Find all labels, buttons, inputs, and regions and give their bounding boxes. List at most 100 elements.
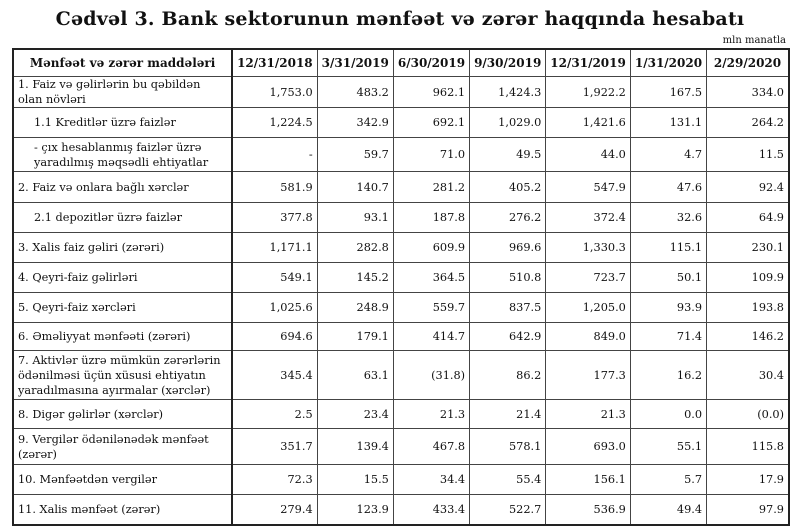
- cell-value: 5.7: [629, 464, 708, 495]
- cell-value: 230.1: [706, 232, 790, 263]
- cell-value: 177.3: [545, 350, 631, 400]
- cell-value: 193.8: [706, 292, 790, 323]
- cell-value: 0.0: [629, 399, 708, 429]
- cell-value: 377.8: [231, 202, 318, 233]
- cell-value: 549.1: [231, 262, 318, 293]
- header-row: Mənfəət və zərər maddələri 12/31/2018 3/31…: [12, 48, 790, 77]
- cell-value: 49.4: [629, 494, 708, 525]
- cell-value: 1,029.0: [469, 107, 547, 138]
- cell-value: 969.6: [469, 232, 547, 263]
- cell-value: 1,224.5: [231, 107, 318, 138]
- cell-value: 109.9: [706, 262, 790, 293]
- cell-value: 30.4: [706, 350, 790, 400]
- column-header: 12/31/2018: [231, 48, 318, 77]
- table-row: 2.1 depozitlər üzrə faizlər 377.8 93.1 187.…: [12, 202, 790, 233]
- cell-value: 281.2: [392, 171, 471, 203]
- cell-value: 34.4: [392, 464, 471, 495]
- unit-label: mln manatla: [722, 35, 786, 46]
- table-row: 8. Digər gəlirlər (xərclər) 2.5 23.4 21.3 21…: [12, 399, 790, 429]
- column-header: 3/31/2019: [316, 48, 394, 77]
- cell-value: 139.4: [316, 428, 394, 465]
- cell-value: 49.5: [469, 137, 547, 172]
- cell-value: 72.3: [231, 464, 318, 495]
- table-row: 9. Vergilər ödənilənədək mənfəət (zərər)…: [12, 428, 790, 465]
- column-header: 9/30/2019: [469, 48, 547, 77]
- cell-value: 693.0: [545, 428, 631, 465]
- cell-value: (0.0): [706, 399, 790, 429]
- cell-value: 414.7: [392, 322, 471, 351]
- row-label: 8. Digər gəlirlər (xərclər): [12, 399, 234, 429]
- cell-value: 849.0: [545, 322, 631, 351]
- cell-value: 15.5: [316, 464, 394, 495]
- cell-value: 16.2: [629, 350, 708, 400]
- column-header: 6/30/2019: [392, 48, 471, 77]
- table-row: 5. Qeyri-faiz xərcləri 1,025.6 248.9 559.7 8…: [12, 292, 790, 323]
- table-row: 2. Faiz və onlara bağlı xərclər 581.9 140.…: [12, 171, 790, 203]
- row-label: 2. Faiz və onlara bağlı xərclər: [12, 171, 234, 203]
- table-row: 11. Xalis mənfəət (zərər) 279.4 123.9 433.4…: [12, 494, 790, 525]
- table-row: 1. Faiz və gəlirlərin bu qəbildən olan n…: [12, 76, 790, 108]
- row-label: 11. Xalis mənfəət (zərər): [12, 494, 234, 525]
- cell-value: 282.8: [316, 232, 394, 263]
- cell-value: 187.8: [392, 202, 471, 233]
- cell-value: -: [231, 137, 318, 172]
- cell-value: 276.2: [469, 202, 547, 233]
- cell-value: 723.7: [545, 262, 631, 293]
- cell-value: 559.7: [392, 292, 471, 323]
- cell-value: 351.7: [231, 428, 318, 465]
- cell-value: 131.1: [629, 107, 708, 138]
- table-row: 6. Əməliyyat mənfəəti (zərəri) 694.6 179.1…: [12, 322, 790, 351]
- cell-value: 364.5: [392, 262, 471, 293]
- cell-value: 11.5: [706, 137, 790, 172]
- cell-value: 2.5: [231, 399, 318, 429]
- cell-value: 547.9: [545, 171, 631, 203]
- column-header: 2/29/2020: [706, 48, 790, 77]
- cell-value: 115.8: [706, 428, 790, 465]
- cell-value: 92.4: [706, 171, 790, 203]
- cell-value: 44.0: [545, 137, 631, 172]
- cell-value: 1,330.3: [545, 232, 631, 263]
- cell-value: 334.0: [706, 76, 790, 108]
- row-label: 2.1 depozitlər üzrə faizlər: [12, 202, 234, 233]
- cell-value: 264.2: [706, 107, 790, 138]
- table-row: 1.1 Kreditlər üzrə faizlər 1,224.5 342.9 69…: [12, 107, 790, 138]
- cell-value: 345.4: [231, 350, 318, 400]
- cell-value: 1,171.1: [231, 232, 318, 263]
- cell-value: 50.1: [629, 262, 708, 293]
- cell-value: 97.9: [706, 494, 790, 525]
- cell-value: 433.4: [392, 494, 471, 525]
- cell-value: 1,753.0: [231, 76, 318, 108]
- cell-value: 1,421.6: [545, 107, 631, 138]
- cell-value: 694.6: [231, 322, 318, 351]
- cell-value: 837.5: [469, 292, 547, 323]
- cell-value: 1,205.0: [545, 292, 631, 323]
- cell-value: 17.9: [706, 464, 790, 495]
- cell-value: 71.0: [392, 137, 471, 172]
- cell-value: 55.4: [469, 464, 547, 495]
- cell-value: 71.4: [629, 322, 708, 351]
- cell-value: 536.9: [545, 494, 631, 525]
- table-row: 7. Aktivlər üzrə mümkün zərərlərin ödəni…: [12, 350, 790, 400]
- row-label: 7. Aktivlər üzrə mümkün zərərlərin ödəni…: [12, 350, 234, 400]
- cell-value: 467.8: [392, 428, 471, 465]
- cell-value: 21.4: [469, 399, 547, 429]
- cell-value: 179.1: [316, 322, 394, 351]
- cell-value: 93.9: [629, 292, 708, 323]
- cell-value: 581.9: [231, 171, 318, 203]
- cell-value: 93.1: [316, 202, 394, 233]
- cell-value: 64.9: [706, 202, 790, 233]
- cell-value: 59.7: [316, 137, 394, 172]
- cell-value: 4.7: [629, 137, 708, 172]
- cell-value: 21.3: [545, 399, 631, 429]
- row-label: - çıx hesablanmış faizlər üzrə yaradılmı…: [12, 137, 234, 172]
- cell-value: 405.2: [469, 171, 547, 203]
- cell-value: 1,922.2: [545, 76, 631, 108]
- cell-value: 483.2: [316, 76, 394, 108]
- table-row: 10. Mənfəətdən vergilər 72.3 15.5 34.4 55.4 1…: [12, 464, 790, 495]
- cell-value: 642.9: [469, 322, 547, 351]
- cell-value: (31.8): [392, 350, 471, 400]
- cell-value: 342.9: [316, 107, 394, 138]
- cell-value: 32.6: [629, 202, 708, 233]
- column-header: Mənfəət və zərər maddələri: [12, 48, 234, 77]
- cell-value: 578.1: [469, 428, 547, 465]
